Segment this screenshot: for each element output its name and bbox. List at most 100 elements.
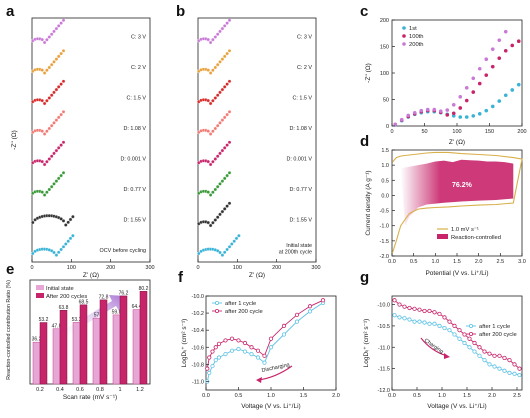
c-point-1 <box>451 114 456 118</box>
x-tick-label: 0.0 <box>202 393 210 399</box>
nyquist-point <box>61 219 66 223</box>
x-tick-label: 1.2 <box>136 387 144 393</box>
panel-label-b: b <box>176 3 185 20</box>
nyquist-point <box>68 236 73 241</box>
c-point-3 <box>406 113 411 118</box>
arrow-label: Charging <box>423 338 444 355</box>
c-point-3 <box>464 86 469 90</box>
series-point-1 <box>452 332 457 337</box>
y-tick-label: -11.0 <box>378 345 390 351</box>
nyquist-point <box>52 121 56 125</box>
y-tick-label: 0.5 <box>381 178 389 184</box>
legend-marker <box>36 293 44 298</box>
series-point-1 <box>507 370 512 376</box>
nyquist-point <box>59 51 63 56</box>
x-tick-label: 150 <box>485 129 494 135</box>
c-point-3 <box>393 122 398 127</box>
legend-marker <box>468 331 473 336</box>
series-point-2 <box>392 298 397 303</box>
c-point-2 <box>477 81 482 86</box>
nyquist-point <box>222 115 227 120</box>
nyquist-point <box>208 71 213 75</box>
nyquist-point <box>52 90 56 95</box>
nyquist-point <box>215 62 220 67</box>
panel-g-frame <box>391 295 523 391</box>
y-tick-label: 100 <box>380 71 389 77</box>
legend-label: Initial state <box>46 286 74 292</box>
series-point-2 <box>262 353 267 358</box>
series-point-1 <box>294 319 300 324</box>
nyquist-point <box>225 112 229 117</box>
curve-label: D: 0.001 V <box>287 157 313 163</box>
series-point-1 <box>407 317 412 322</box>
panel-d-percent: 76.2% <box>452 182 473 189</box>
nyquist-point <box>71 214 75 219</box>
c-point-3 <box>490 47 495 51</box>
panel-c-ylabel: -Z'' (Ω) <box>365 63 372 83</box>
series-point-2 <box>397 302 402 307</box>
bar-value-label: 36.2 <box>32 337 42 343</box>
panel-label-a: a <box>6 3 15 20</box>
nyquist-point <box>222 176 227 181</box>
nyquist-point <box>215 123 220 128</box>
nyquist-point <box>220 87 225 92</box>
y-tick-label: -1.0 <box>380 224 389 230</box>
nyquist-point <box>208 40 213 45</box>
nyquist-point <box>56 176 61 181</box>
legend-label: 1.0 mV s⁻¹ <box>451 227 479 233</box>
y-tick-label: 1.5 <box>381 148 389 154</box>
nyquist-point <box>33 218 37 222</box>
nyquist-point <box>222 250 227 255</box>
nyquist-point <box>45 129 49 133</box>
nyquist-point <box>56 250 61 255</box>
legend-label: after 1 cycle <box>225 301 256 307</box>
nyquist-point <box>49 154 54 158</box>
x-tick-label: 2.0 <box>488 393 496 399</box>
bar-initial <box>52 328 61 385</box>
arrow-label: Discharging <box>261 362 290 374</box>
nyquist-point <box>206 129 210 133</box>
c-point-3 <box>503 29 508 34</box>
series-point-2 <box>502 355 507 361</box>
bar-value-label: 59.8 <box>112 309 122 315</box>
nyquist-point <box>208 101 213 106</box>
nyquist-point <box>206 159 210 164</box>
series-point-2 <box>457 328 462 333</box>
nyquist-point <box>215 215 220 219</box>
c-point-2 <box>451 111 456 116</box>
nyquist-point <box>66 239 70 243</box>
legend-marker <box>36 285 44 290</box>
nyquist-point <box>64 242 68 246</box>
c-point-3 <box>497 38 502 42</box>
series-point-2 <box>255 348 261 353</box>
nyquist-point <box>206 190 210 194</box>
x-tick-label: 0.0 <box>388 393 396 399</box>
c-point-2 <box>497 56 502 60</box>
series-point-2 <box>467 336 472 341</box>
curve-label: C: 2 V <box>131 65 146 71</box>
c-point-3 <box>438 109 443 113</box>
series-point-1 <box>242 349 248 354</box>
nyquist-point <box>59 247 63 252</box>
x-tick-label: 1.5 <box>453 259 461 265</box>
x-tick-label: 50 <box>421 129 427 135</box>
nyquist-point <box>71 233 75 238</box>
bar-value-label: 53.3 <box>72 317 82 323</box>
y-tick-label: -0.5 <box>380 209 389 215</box>
nyquist-point <box>211 220 215 225</box>
x-tick-label: 0.5 <box>235 393 243 399</box>
y-tick-label: -10.2 <box>191 311 204 317</box>
nyquist-point <box>211 37 215 42</box>
x-tick-label: 100 <box>67 265 76 271</box>
x-tick-label: 2.0 <box>332 393 340 399</box>
nyquist-point <box>227 140 232 145</box>
series-point-2 <box>402 304 407 309</box>
series-point-2 <box>452 323 457 329</box>
panel-d-plot: 0.0 0.5 1.0 1.5 2.0 2.5 3.0 -2.0 -1.5 -1.0 -0.5 0.0… <box>365 148 526 277</box>
x-tick-label: 100 <box>452 129 461 135</box>
y-tick-label: -10.0 <box>377 303 390 309</box>
series-point-1 <box>207 370 212 376</box>
nyquist-point <box>59 21 63 25</box>
bar-after <box>59 310 68 385</box>
curve-label: Initial state at 200th cycle <box>279 243 312 256</box>
